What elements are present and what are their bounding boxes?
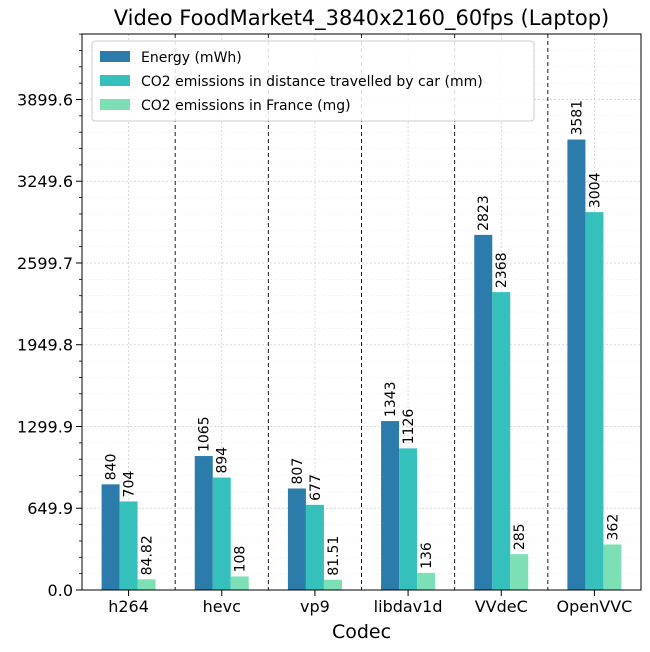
y-tick-label: 3249.6 [17, 172, 73, 191]
x-tick-label: hevc [203, 597, 241, 616]
bar-value-label: 2823 [476, 195, 492, 231]
bar [474, 234, 493, 590]
x-tick-label: VVdeC [475, 597, 528, 616]
legend-label: CO2 emissions in distance travelled by c… [141, 74, 483, 90]
y-tick-label: 3899.6 [17, 90, 73, 109]
legend-label: CO2 emissions in France (mg) [141, 98, 351, 114]
bar-value-label: 81.51 [326, 536, 342, 576]
bar-value-label: 285 [512, 523, 528, 550]
bar [287, 488, 306, 590]
legend: Energy (mWh) CO2 emissions in distance tr… [91, 40, 535, 122]
bar [492, 292, 511, 590]
bar [119, 501, 138, 590]
x-axis-label: Codec [332, 621, 391, 643]
bar [101, 484, 120, 590]
bar-value-label: 3004 [587, 172, 603, 208]
bar-value-label: 1126 [401, 409, 417, 445]
bar-value-label: 704 [122, 471, 138, 498]
bar-value-label: 2368 [494, 252, 510, 288]
bar-value-label: 1065 [197, 416, 213, 452]
bar-value-label: 108 [233, 546, 249, 573]
legend-swatch [100, 75, 130, 86]
bar [230, 576, 249, 590]
bar-value-label: 840 [104, 454, 120, 481]
x-tick-label: libdav1d [374, 597, 443, 616]
legend-box [91, 40, 535, 122]
bar [137, 579, 156, 590]
bar [323, 579, 342, 590]
x-tick-label: vp9 [300, 597, 330, 616]
y-tick-label: 1949.8 [17, 336, 73, 355]
legend-swatch [100, 99, 130, 110]
x-tick-label: h264 [108, 597, 149, 616]
bar-value-label: 362 [605, 514, 621, 541]
bar [305, 504, 324, 590]
y-tick-label: 649.9 [27, 499, 73, 518]
bar [585, 212, 604, 590]
bar [603, 544, 622, 590]
y-tick-label: 2599.7 [17, 254, 73, 273]
bars [101, 139, 622, 590]
bar [212, 477, 231, 590]
legend-label: Energy (mWh) [141, 50, 242, 66]
bar [417, 572, 436, 590]
y-tick-label: 0.0 [48, 581, 73, 600]
bar [567, 139, 586, 590]
bar-value-label: 84.82 [140, 535, 156, 575]
bar [381, 421, 400, 590]
bar [194, 456, 213, 590]
bar-value-label: 894 [215, 447, 231, 474]
bar-value-label: 677 [308, 474, 324, 501]
chart-title: Video FoodMarket4_3840x2160_60fps (Lapto… [114, 6, 610, 31]
axes: 0.0 649.9 1299.9 1949.8 2599.7 3249.6 3899.6 h2… [17, 33, 633, 616]
bar [399, 448, 418, 590]
bar-value-label: 807 [290, 458, 306, 485]
y-tick-label: 1299.9 [17, 417, 73, 436]
bar-value-label: 1343 [383, 381, 399, 417]
bar-value-label: 136 [419, 542, 435, 569]
bar [510, 554, 529, 590]
legend-swatch [100, 51, 130, 62]
bar-value-label: 3581 [569, 100, 585, 136]
x-tick-label: OpenVVC [557, 597, 633, 616]
